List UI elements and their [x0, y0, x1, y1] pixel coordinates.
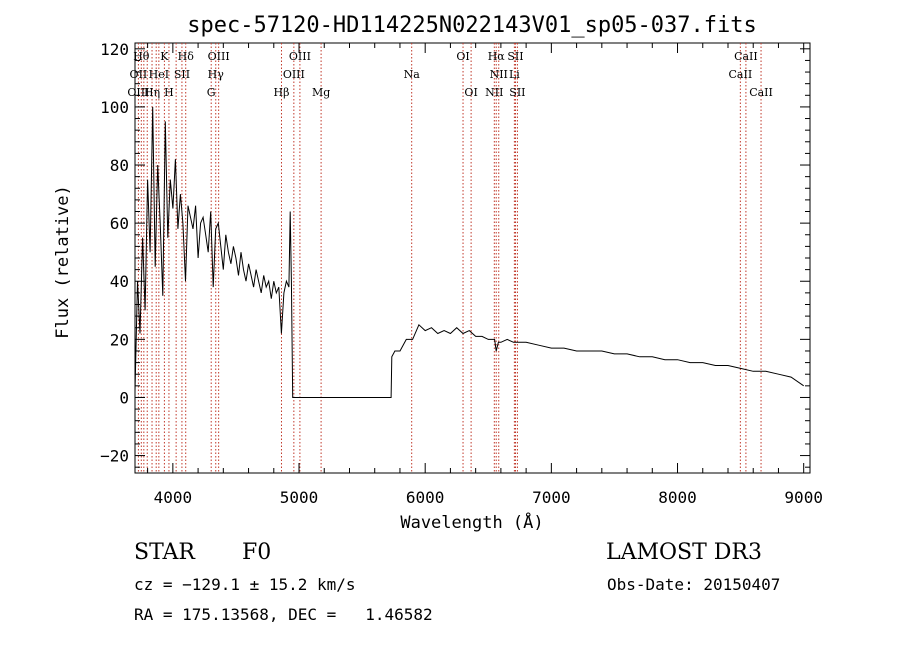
line-label: NII: [490, 68, 508, 81]
line-label: Hδ: [178, 50, 195, 63]
line-label: OI: [464, 86, 477, 99]
y-axis: −20 0 20 40 60 80 100 120: [100, 40, 810, 468]
x-tick-label: 9000: [784, 488, 823, 507]
line-label: OIII: [289, 50, 311, 63]
y-tick-label: 0: [119, 388, 129, 407]
redshift-velocity: cz = −129.1 ± 15.2 km/s: [134, 575, 356, 594]
x-tick-label: 8000: [658, 488, 697, 507]
line-label: Hα: [488, 50, 506, 63]
x-axis-label: Wavelength (Å): [400, 511, 543, 533]
y-tick-label: 80: [110, 156, 129, 175]
line-label: NII: [485, 86, 503, 99]
line-label: Hγ: [208, 68, 225, 81]
line-label: OIII: [283, 68, 305, 81]
y-tick-label: 40: [110, 272, 129, 291]
object-class: STAR: [134, 540, 195, 565]
emission-lines: [137, 43, 762, 473]
line-label: G: [207, 86, 216, 99]
line-label: K: [160, 50, 169, 63]
y-tick-label: −20: [100, 447, 129, 466]
y-tick-label: 60: [110, 214, 129, 233]
line-label: OIII: [208, 50, 230, 63]
survey-name: LAMOST DR3: [606, 540, 762, 565]
line-label: Hβ: [274, 86, 290, 99]
line-label: CaII: [734, 50, 758, 63]
y-tick-label: 120: [100, 40, 129, 59]
line-label: HeI: [149, 68, 169, 81]
x-tick-label: 7000: [532, 488, 571, 507]
observation-date: Obs-Date: 20150407: [607, 575, 781, 594]
x-tick-label: 5000: [280, 488, 319, 507]
line-label: Hθ: [133, 50, 150, 63]
x-tick-label: 4000: [154, 488, 193, 507]
line-label: OIII: [127, 86, 149, 99]
y-tick-label: 100: [100, 98, 129, 117]
y-tick-label: 20: [110, 330, 129, 349]
line-label: Na: [404, 68, 421, 81]
line-label: Li: [509, 68, 520, 81]
object-subclass: F0: [242, 540, 272, 565]
chart-title: spec-57120-HD114225N022143V01_sp05-037.f…: [187, 13, 757, 38]
line-label: SII: [509, 86, 525, 99]
line-label: Hη: [144, 86, 160, 99]
y-axis-label: Flux (relative): [53, 185, 73, 339]
line-label: CaII: [729, 68, 753, 81]
x-tick-label: 6000: [406, 488, 445, 507]
line-label: H: [164, 86, 174, 99]
coordinates: RA = 175.13568, DEC = 1.46582: [134, 605, 433, 624]
line-label: OII: [130, 68, 148, 81]
x-axis: 4000 5000 6000 7000 8000 9000: [147, 43, 823, 507]
line-label: SII: [507, 50, 523, 63]
spectrum-line: [134, 106, 804, 398]
line-label: OI: [456, 50, 469, 63]
line-label: SII: [174, 68, 190, 81]
line-label: CaII: [749, 86, 773, 99]
line-label: Mg: [312, 86, 330, 99]
